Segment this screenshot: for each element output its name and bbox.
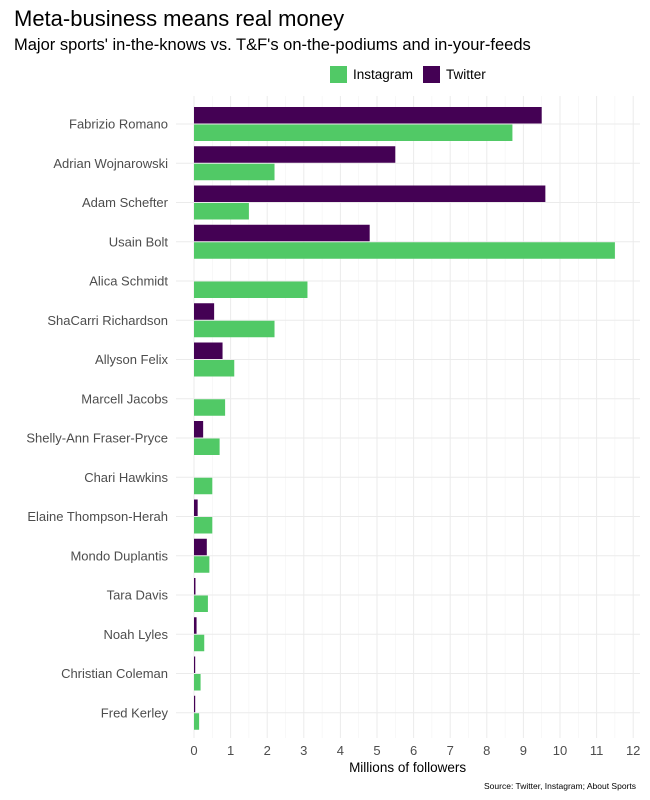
category-label: Christian Coleman xyxy=(61,666,168,681)
bar-twitter xyxy=(194,695,196,713)
bar-instagram xyxy=(194,163,275,181)
x-tick-label: 8 xyxy=(483,743,490,758)
bar-instagram xyxy=(194,203,249,220)
category-label: Mondo Duplantis xyxy=(70,548,168,563)
bar-twitter xyxy=(194,185,546,202)
bar-instagram xyxy=(194,399,226,416)
category-label: Tara Davis xyxy=(107,588,169,603)
category-label: Fred Kerley xyxy=(101,705,169,720)
x-tick-label: 10 xyxy=(553,743,567,758)
bar-instagram xyxy=(194,242,615,259)
x-tick-label: 3 xyxy=(300,743,307,758)
bar-instagram xyxy=(194,674,201,691)
category-label: Elaine Thompson-Herah xyxy=(27,509,168,524)
bar-twitter xyxy=(194,499,198,516)
bar-instagram xyxy=(194,556,210,573)
bar-twitter xyxy=(194,146,396,163)
legend: Instagram Twitter xyxy=(330,66,496,83)
category-label: Fabrizio Romano xyxy=(69,117,168,132)
bar-instagram xyxy=(194,713,200,730)
bar-instagram xyxy=(194,360,235,377)
category-label: Noah Lyles xyxy=(103,627,168,642)
category-label: Alica Schmidt xyxy=(89,274,168,289)
bar-instagram xyxy=(194,281,308,298)
bar-instagram xyxy=(194,517,213,534)
bar-twitter xyxy=(194,578,196,595)
x-tick-label: 1 xyxy=(227,743,234,758)
bar-twitter xyxy=(194,421,204,438)
category-label: ShaCarri Richardson xyxy=(47,313,168,328)
legend-label-twitter: Twitter xyxy=(446,67,486,82)
category-label: Chari Hawkins xyxy=(84,470,168,485)
bar-twitter xyxy=(194,342,223,359)
x-tick-label: 7 xyxy=(447,743,454,758)
category-label: Usain Bolt xyxy=(109,234,169,249)
legend-label-instagram: Instagram xyxy=(353,67,414,82)
bar-instagram xyxy=(194,124,513,141)
chart-title: Meta-business means real money xyxy=(14,6,345,31)
bar-twitter xyxy=(194,656,196,673)
x-tick-label: 9 xyxy=(520,743,527,758)
x-tick-label: 0 xyxy=(190,743,197,758)
bar-twitter xyxy=(194,107,542,124)
chart-subtitle: Major sports' in-the-knows vs. T&F's on-… xyxy=(14,36,531,54)
bar-instagram xyxy=(194,320,275,338)
bar-instagram xyxy=(194,634,205,652)
bar-twitter xyxy=(194,303,215,320)
x-tick-label: 5 xyxy=(373,743,380,758)
x-axis-title: Millions of followers xyxy=(349,760,466,775)
category-label: Marcell Jacobs xyxy=(81,391,168,406)
category-label: Adam Schefter xyxy=(82,195,169,210)
legend-item-instagram: Instagram xyxy=(330,66,413,83)
legend-swatch-instagram xyxy=(330,66,347,83)
source-note: Source: Twitter, Instagram; About Sports xyxy=(484,781,636,791)
bar-twitter xyxy=(194,538,207,556)
category-label: Adrian Wojnarowski xyxy=(53,156,168,171)
bar-twitter xyxy=(194,224,370,242)
category-label: Allyson Felix xyxy=(95,352,168,367)
category-label: Shelly-Ann Fraser-Pryce xyxy=(26,431,168,446)
bar-instagram xyxy=(194,595,208,612)
x-tick-label: 4 xyxy=(337,743,344,758)
x-tick-label: 12 xyxy=(626,743,640,758)
bar-instagram xyxy=(194,477,213,495)
legend-item-twitter: Twitter xyxy=(423,66,486,83)
legend-swatch-twitter xyxy=(423,66,441,83)
bar-instagram xyxy=(194,438,220,455)
bar-twitter xyxy=(194,617,197,634)
x-tick-label: 11 xyxy=(590,743,604,758)
x-tick-label: 6 xyxy=(410,743,417,758)
x-tick-label: 2 xyxy=(264,743,271,758)
